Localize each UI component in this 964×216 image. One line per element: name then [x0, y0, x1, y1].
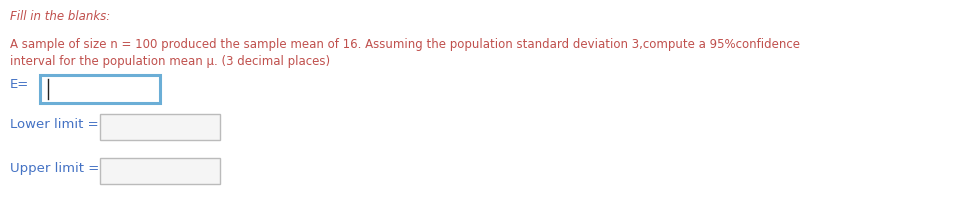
Text: Lower limit =: Lower limit = — [10, 118, 98, 131]
Bar — [40, 75, 160, 103]
Text: A sample of size n = 100 produced the sample mean of 16. Assuming the population: A sample of size n = 100 produced the sa… — [10, 38, 800, 51]
Text: E=: E= — [10, 78, 29, 91]
Bar — [100, 114, 220, 140]
Bar — [100, 158, 220, 184]
Text: interval for the population mean μ. (3 decimal places): interval for the population mean μ. (3 d… — [10, 55, 330, 68]
Text: Upper limit =: Upper limit = — [10, 162, 99, 175]
Text: Fill in the blanks:: Fill in the blanks: — [10, 10, 110, 23]
